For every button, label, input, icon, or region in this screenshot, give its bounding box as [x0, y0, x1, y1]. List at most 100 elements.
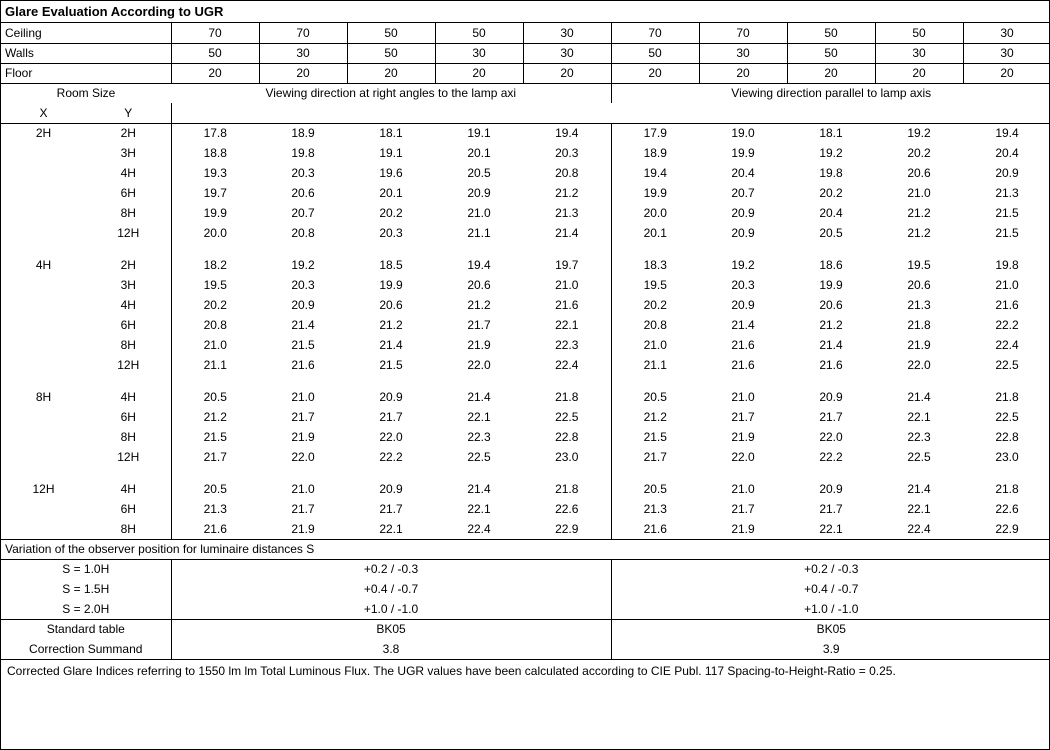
- ugr-val: 21.1: [171, 355, 259, 375]
- x-val: 4H: [1, 255, 86, 275]
- x-val: [1, 315, 86, 335]
- ugr-val: 20.4: [699, 163, 787, 183]
- ugr-val: 20.8: [259, 223, 347, 243]
- floor-label: Floor: [1, 63, 171, 83]
- y-val: 6H: [86, 183, 171, 203]
- ugr-val: 22.4: [875, 519, 963, 539]
- ugr-val: 21.6: [259, 355, 347, 375]
- ugr-val: 18.2: [171, 255, 259, 275]
- x-label: X: [1, 103, 86, 123]
- ugr-val: 22.5: [963, 407, 1050, 427]
- ugr-val: 20.3: [259, 275, 347, 295]
- walls-val: 30: [523, 43, 611, 63]
- ugr-val: 22.2: [963, 315, 1050, 335]
- ugr-val: 19.6: [347, 163, 435, 183]
- variation-a: +1.0 / -1.0: [171, 599, 611, 619]
- ugr-val: 18.5: [347, 255, 435, 275]
- floor-val: 20: [875, 63, 963, 83]
- ugr-val: 21.5: [259, 335, 347, 355]
- ugr-val: 20.4: [963, 143, 1050, 163]
- standard-table-b: BK05: [611, 619, 1050, 639]
- x-val: [1, 143, 86, 163]
- ugr-val: 22.6: [523, 499, 611, 519]
- ugr-val: 21.4: [435, 479, 523, 499]
- ugr-val: 19.4: [523, 123, 611, 143]
- ugr-val: 20.6: [787, 295, 875, 315]
- correction-b: 3.9: [611, 639, 1050, 659]
- ugr-val: 17.9: [611, 123, 699, 143]
- x-val: [1, 499, 86, 519]
- ugr-val: 20.3: [523, 143, 611, 163]
- ugr-val: 19.5: [611, 275, 699, 295]
- ugr-val: 21.9: [699, 427, 787, 447]
- ugr-val: 20.5: [435, 163, 523, 183]
- ugr-val: 21.1: [611, 355, 699, 375]
- ugr-val: 21.6: [699, 355, 787, 375]
- ugr-val: 20.8: [171, 315, 259, 335]
- floor-val: 20: [347, 63, 435, 83]
- floor-val: 20: [787, 63, 875, 83]
- ugr-val: 20.2: [347, 203, 435, 223]
- x-val: [1, 519, 86, 539]
- ceiling-val: 50: [435, 23, 523, 43]
- ugr-val: 19.5: [171, 275, 259, 295]
- ugr-val: 20.8: [611, 315, 699, 335]
- y-val: 12H: [86, 447, 171, 467]
- ugr-val: 21.0: [875, 183, 963, 203]
- ugr-val: 18.9: [259, 123, 347, 143]
- ugr-val: 19.7: [523, 255, 611, 275]
- ugr-val: 20.5: [611, 387, 699, 407]
- ugr-val: 21.5: [171, 427, 259, 447]
- ugr-val: 21.2: [347, 315, 435, 335]
- ugr-val: 22.4: [523, 355, 611, 375]
- x-val: 8H: [1, 387, 86, 407]
- correction-a: 3.8: [171, 639, 611, 659]
- ugr-table: Ceiling70705050307070505030Walls50305030…: [1, 23, 1050, 660]
- ugr-val: 20.5: [171, 479, 259, 499]
- ceiling-val: 50: [875, 23, 963, 43]
- x-val: [1, 427, 86, 447]
- ugr-val: 21.3: [875, 295, 963, 315]
- ugr-val: 22.1: [523, 315, 611, 335]
- ugr-val: 22.4: [435, 519, 523, 539]
- x-val: [1, 407, 86, 427]
- ugr-val: 23.0: [963, 447, 1050, 467]
- y-val: 4H: [86, 295, 171, 315]
- ugr-val: 19.2: [699, 255, 787, 275]
- y-val: 6H: [86, 499, 171, 519]
- ugr-val: 19.9: [347, 275, 435, 295]
- ugr-val: 19.8: [787, 163, 875, 183]
- ceiling-val: 70: [259, 23, 347, 43]
- ugr-val: 18.1: [787, 123, 875, 143]
- ceiling-val: 70: [699, 23, 787, 43]
- ugr-val: 21.4: [347, 335, 435, 355]
- ugr-val: 20.9: [787, 479, 875, 499]
- y-val: 3H: [86, 275, 171, 295]
- ugr-val: 21.7: [347, 407, 435, 427]
- walls-label: Walls: [1, 43, 171, 63]
- ugr-val: 21.7: [435, 315, 523, 335]
- ugr-val: 21.3: [523, 203, 611, 223]
- ugr-val: 21.4: [875, 387, 963, 407]
- y-val: 8H: [86, 335, 171, 355]
- ugr-page: Glare Evaluation According to UGR Ceilin…: [0, 0, 1050, 750]
- ugr-val: 20.1: [347, 183, 435, 203]
- ugr-val: 22.1: [435, 407, 523, 427]
- x-val: 12H: [1, 479, 86, 499]
- variation-s: S = 1.5H: [1, 579, 171, 599]
- x-val: [1, 203, 86, 223]
- ugr-val: 19.8: [259, 143, 347, 163]
- x-val: 2H: [1, 123, 86, 143]
- ugr-val: 22.3: [435, 427, 523, 447]
- ugr-val: 21.0: [611, 335, 699, 355]
- ugr-val: 20.9: [699, 203, 787, 223]
- ugr-val: 21.0: [699, 479, 787, 499]
- ceiling-val: 30: [523, 23, 611, 43]
- ugr-val: 19.7: [171, 183, 259, 203]
- ugr-val: 22.5: [435, 447, 523, 467]
- ugr-val: 21.0: [699, 387, 787, 407]
- ugr-val: 21.4: [699, 315, 787, 335]
- ugr-val: 22.3: [523, 335, 611, 355]
- ugr-val: 20.3: [347, 223, 435, 243]
- walls-val: 50: [347, 43, 435, 63]
